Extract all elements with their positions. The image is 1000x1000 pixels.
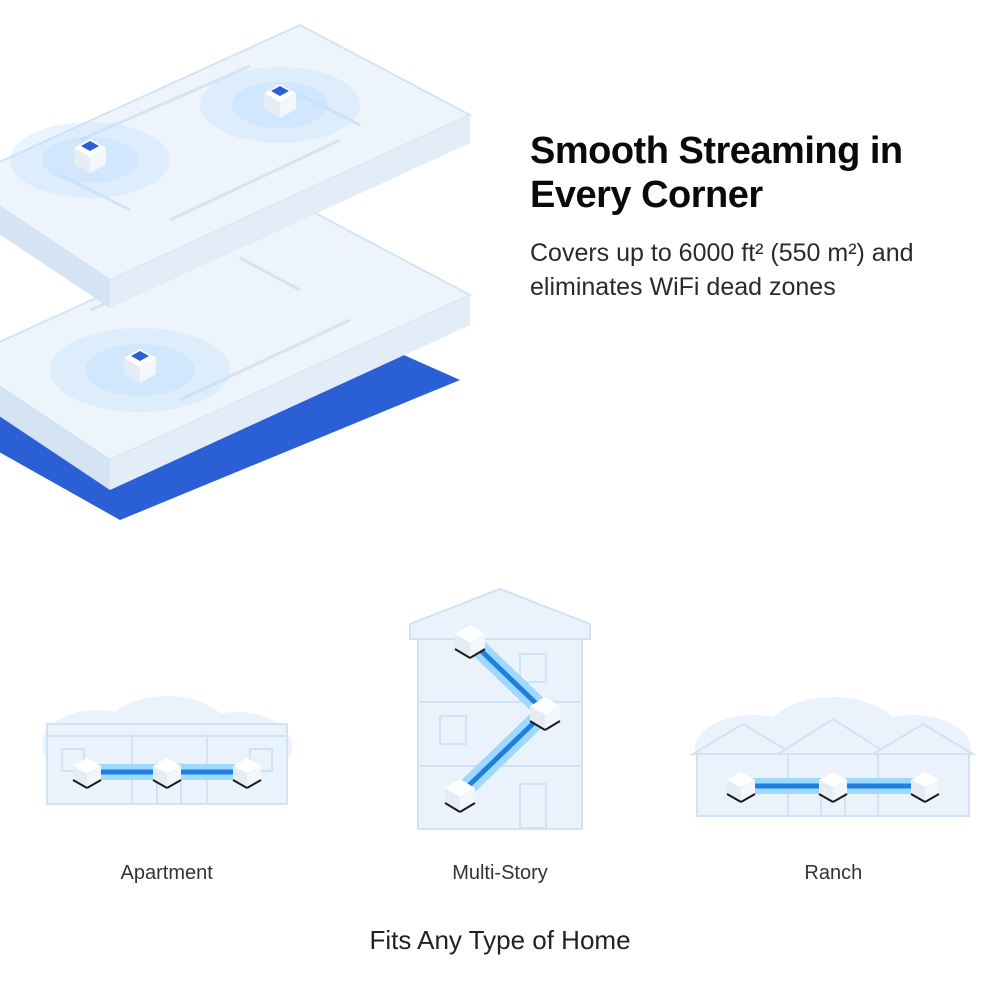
hero-section: Smooth Streaming in Every Corner Covers … bbox=[0, 0, 1000, 520]
hero-isometric-illustration bbox=[0, 0, 500, 520]
house-label-ranch: Ranch bbox=[804, 862, 862, 885]
apartment-illustration bbox=[37, 584, 297, 844]
multistory-illustration bbox=[400, 584, 600, 844]
house-types-row: Apartment bbox=[0, 545, 1000, 885]
hero-title: Smooth Streaming in Every Corner bbox=[530, 130, 960, 217]
hero-subtitle: Covers up to 6000 ft² (550 m²) and elimi… bbox=[530, 237, 960, 305]
house-item-multistory: Multi-Story bbox=[350, 584, 650, 885]
ranch-illustration bbox=[683, 584, 983, 844]
hero-text-block: Smooth Streaming in Every Corner Covers … bbox=[530, 130, 960, 305]
footer-tagline: Fits Any Type of Home bbox=[0, 925, 1000, 956]
house-item-apartment: Apartment bbox=[17, 584, 317, 885]
house-item-ranch: Ranch bbox=[683, 584, 983, 885]
house-label-multistory: Multi-Story bbox=[452, 862, 548, 885]
house-label-apartment: Apartment bbox=[121, 862, 213, 885]
